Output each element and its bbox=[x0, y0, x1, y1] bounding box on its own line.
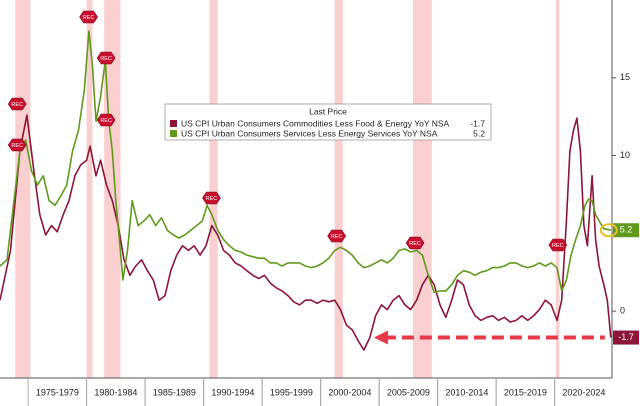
rec-label: REC bbox=[11, 143, 23, 149]
y-tick-label: 15 bbox=[620, 72, 630, 82]
x-tick-label: 1985-1989 bbox=[153, 387, 196, 397]
rec-label: REC bbox=[331, 234, 343, 240]
rec-label: REC bbox=[552, 243, 564, 249]
recession-band bbox=[555, 0, 560, 378]
rec-label: REC bbox=[100, 56, 112, 62]
x-tick-label: 1980-1984 bbox=[94, 387, 137, 397]
legend-title: Last Price bbox=[309, 106, 347, 116]
legend-label: US CPI Urban Consumers Commodities Less … bbox=[181, 118, 450, 128]
x-tick-label: 2005-2009 bbox=[387, 387, 430, 397]
legend-value: -1.7 bbox=[470, 118, 485, 128]
y-tick-label: 10 bbox=[620, 150, 630, 160]
arrow-head bbox=[373, 330, 388, 345]
rec-label: REC bbox=[11, 102, 23, 108]
recession-band bbox=[104, 0, 121, 378]
legend: Last Price US CPI Urban Consumers Commod… bbox=[164, 103, 492, 141]
rec-label: REC bbox=[409, 241, 421, 247]
legend-label: US CPI Urban Consumers Services Less Ene… bbox=[181, 128, 438, 138]
recession-band bbox=[15, 0, 31, 378]
rec-badge bbox=[7, 138, 27, 152]
rec-label: REC bbox=[100, 118, 112, 124]
last-value-tag bbox=[613, 330, 639, 345]
x-tick-label: 1975-1979 bbox=[36, 387, 79, 397]
rec-badge bbox=[96, 51, 116, 65]
series-line bbox=[0, 114, 612, 351]
legend-swatch bbox=[170, 120, 177, 127]
series-line bbox=[0, 30, 611, 294]
rec-badge bbox=[96, 113, 116, 127]
rec-badge bbox=[405, 236, 425, 250]
last-value-label: -1.7 bbox=[618, 332, 634, 342]
x-tick-label: 2020-2024 bbox=[562, 387, 605, 397]
y-tick-label: 0 bbox=[620, 305, 625, 315]
rec-badge bbox=[548, 238, 568, 252]
recession-band bbox=[413, 0, 432, 378]
legend-swatch bbox=[170, 130, 177, 137]
legend-value: 5.2 bbox=[473, 128, 485, 138]
x-tick-label: 1990-1994 bbox=[211, 387, 254, 397]
rec-badge bbox=[79, 10, 98, 24]
legend-box bbox=[164, 103, 492, 141]
rec-badge bbox=[7, 97, 27, 111]
highlight-circle bbox=[599, 223, 618, 238]
rec-label: REC bbox=[206, 196, 218, 202]
x-tick-label: 2000-2004 bbox=[328, 387, 371, 397]
recession-band bbox=[334, 0, 343, 378]
rec-badge bbox=[327, 229, 347, 243]
rec-label: REC bbox=[83, 15, 95, 21]
recession-band bbox=[209, 0, 218, 378]
last-value-label: 5.2 bbox=[620, 225, 633, 235]
x-tick-label: 2010-2014 bbox=[445, 387, 488, 397]
recession-band bbox=[86, 0, 93, 378]
rec-badge bbox=[202, 191, 221, 205]
x-tick-label: 2015-2019 bbox=[504, 387, 547, 397]
x-tick-label: 1995-1999 bbox=[270, 387, 313, 397]
last-value-tag bbox=[613, 223, 639, 238]
